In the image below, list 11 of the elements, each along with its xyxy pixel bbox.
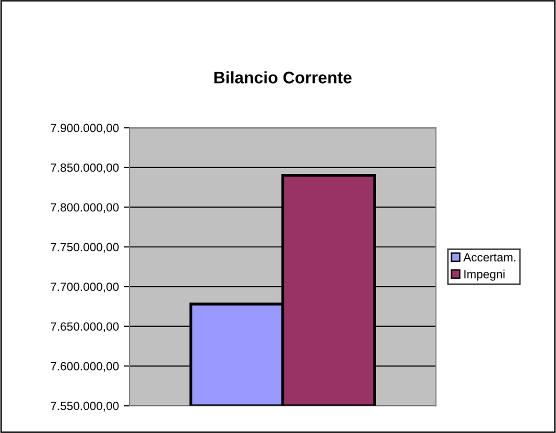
y-tick-label: 7.600.000,00 [50, 362, 119, 372]
y-tick-label: 7.900.000,00 [50, 124, 119, 134]
y-tick-label: 7.550.000,00 [50, 402, 119, 412]
y-tick-label: 7.650.000,00 [50, 322, 119, 332]
legend-label: Accertam. [463, 253, 516, 262]
y-tick-label: 7.750.000,00 [50, 242, 119, 253]
chart-title: Bilancio Corrente [214, 71, 352, 84]
legend-label: Impegni [464, 270, 504, 281]
y-tick-label: 7.800.000,00 [50, 203, 119, 213]
y-tick-label: 7.850.000,00 [50, 163, 119, 174]
y-tick-label: 7.700.000,00 [50, 282, 119, 292]
